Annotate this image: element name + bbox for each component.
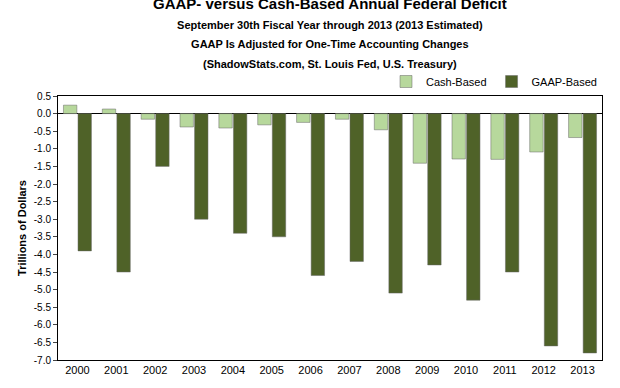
svg-text:-6.0: -6.0 — [34, 319, 52, 330]
svg-text:2002: 2002 — [143, 364, 167, 376]
svg-text:-3.0: -3.0 — [34, 214, 52, 225]
svg-text:-1.0: -1.0 — [34, 143, 52, 154]
svg-text:-2.0: -2.0 — [34, 179, 52, 190]
svg-text:Trillions of Dollars: Trillions of Dollars — [16, 180, 28, 276]
svg-text:Cash-Based: Cash-Based — [426, 76, 487, 88]
svg-text:-1.5: -1.5 — [34, 161, 52, 172]
svg-text:2000: 2000 — [65, 364, 89, 376]
svg-text:-0.5: -0.5 — [34, 126, 52, 137]
svg-text:-5.5: -5.5 — [34, 302, 52, 313]
svg-text:0.0: 0.0 — [37, 108, 51, 119]
svg-text:-6.5: -6.5 — [34, 337, 52, 348]
svg-text:2009: 2009 — [415, 364, 439, 376]
svg-text:-2.5: -2.5 — [34, 196, 52, 207]
svg-text:2013: 2013 — [570, 364, 594, 376]
svg-text:-7.0: -7.0 — [34, 355, 52, 366]
svg-text:2005: 2005 — [259, 364, 283, 376]
svg-text:2006: 2006 — [298, 364, 322, 376]
svg-text:2011: 2011 — [493, 364, 517, 376]
svg-text:-3.5: -3.5 — [34, 231, 52, 242]
svg-text:0.5: 0.5 — [37, 91, 51, 102]
svg-text:2001: 2001 — [104, 364, 128, 376]
svg-text:-4.0: -4.0 — [34, 249, 52, 260]
svg-text:2007: 2007 — [337, 364, 361, 376]
svg-text:2012: 2012 — [531, 364, 555, 376]
svg-text:2003: 2003 — [182, 364, 206, 376]
svg-text:2004: 2004 — [221, 364, 245, 376]
svg-text:-5.0: -5.0 — [34, 284, 52, 295]
svg-text:GAAP-Based: GAAP-Based — [532, 76, 597, 88]
svg-text:2008: 2008 — [376, 364, 400, 376]
svg-text:2010: 2010 — [454, 364, 478, 376]
svg-text:-4.5: -4.5 — [34, 267, 52, 278]
svg-text:GAAP- versus Cash-Based Annual: GAAP- versus Cash-Based Annual Federal D… — [153, 0, 507, 70]
